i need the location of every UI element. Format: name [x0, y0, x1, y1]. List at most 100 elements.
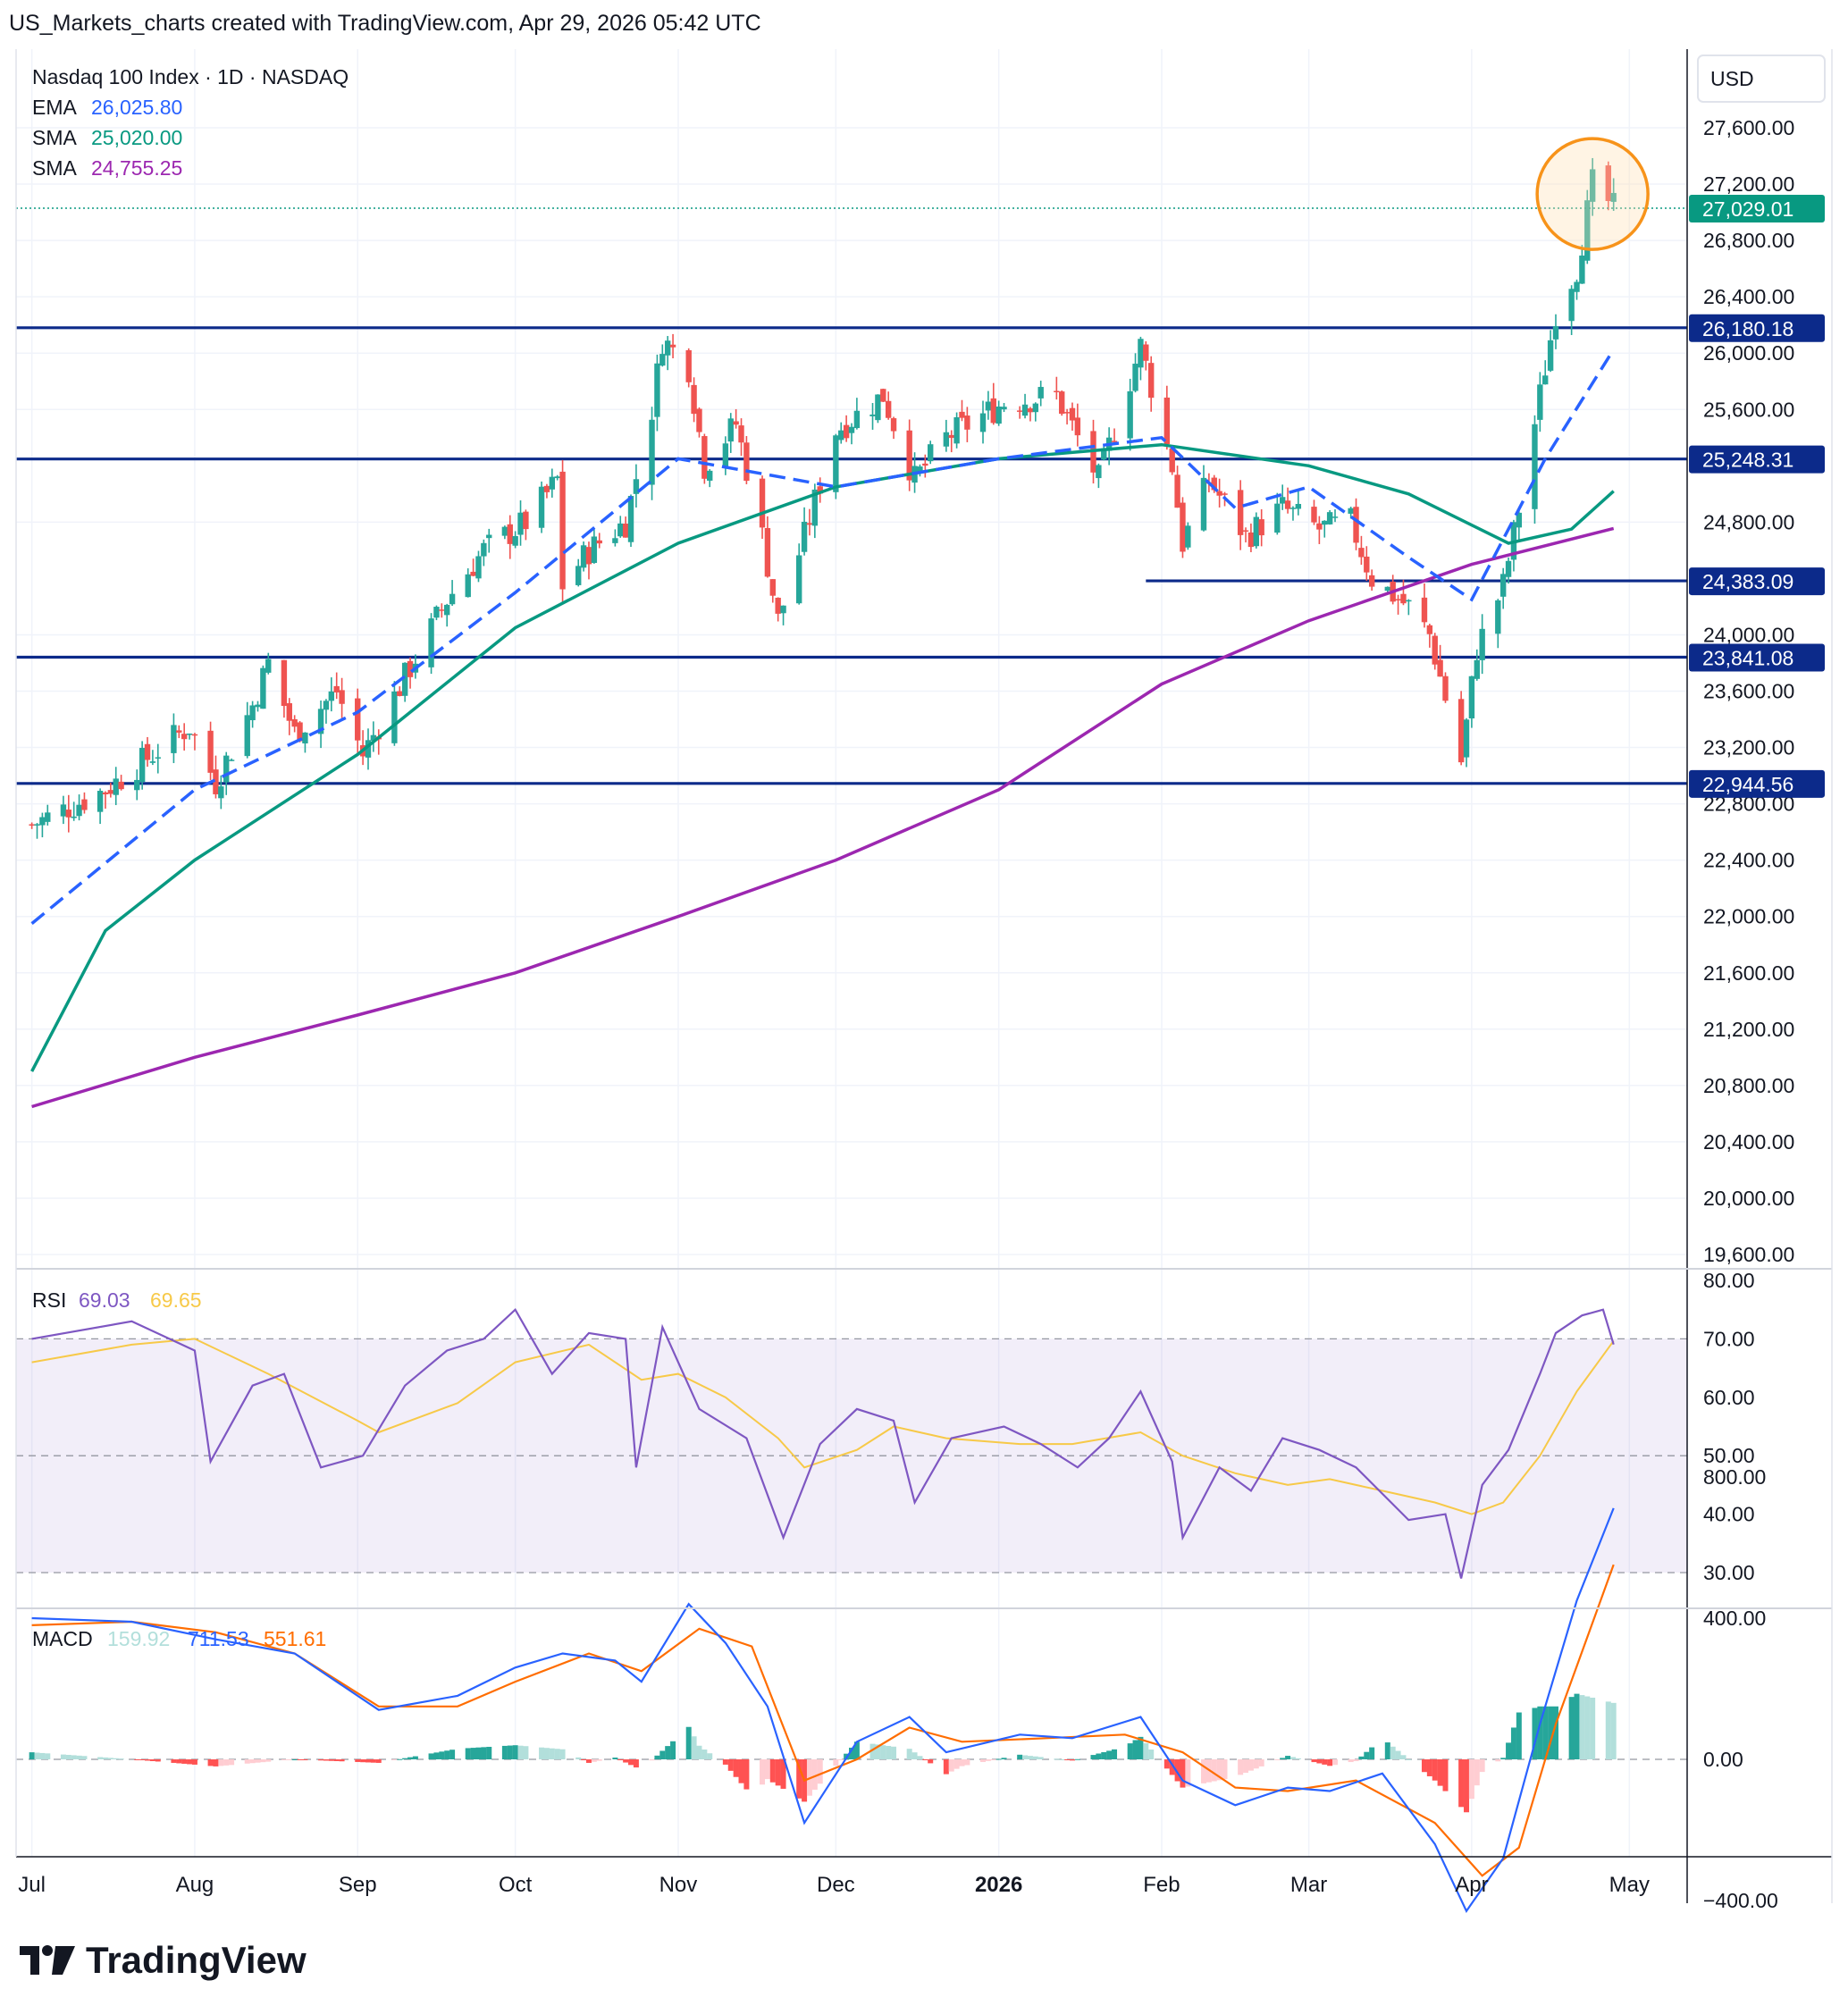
macd-bar-114: [869, 1743, 876, 1759]
sma-50-line: [30, 442, 1615, 1072]
price-tick-17: 20,000.00: [1703, 1187, 1794, 1210]
sma-200-line: [31, 526, 1615, 1109]
candle-body: [1426, 625, 1433, 634]
candle-body: [302, 732, 308, 744]
candle-68: [523, 509, 529, 541]
candle-body: [1610, 192, 1617, 202]
macd-bar-107: [811, 1759, 818, 1790]
candle-body: [722, 443, 729, 467]
candle-body: [244, 715, 250, 757]
candle-6: [71, 801, 77, 821]
macd-bar-176: [1322, 1759, 1328, 1765]
price-pane[interactable]: [16, 137, 1687, 1109]
candle-body: [465, 574, 471, 598]
candle-35: [286, 698, 292, 735]
candle-body: [1368, 575, 1375, 587]
macd-bar-185: [1390, 1746, 1396, 1759]
candle-110: [838, 422, 844, 444]
candle-body: [1138, 339, 1144, 368]
candle-212: [1584, 189, 1591, 264]
currency-button[interactable]: USD: [1697, 55, 1826, 103]
candle-body: [1169, 448, 1175, 473]
candle-7: [76, 794, 82, 821]
candle-body: [323, 701, 330, 710]
candle-72: [554, 474, 560, 481]
macd-bar-45: [360, 1759, 366, 1763]
macd-pane[interactable]: [16, 1507, 1687, 1913]
candle-body: [622, 524, 629, 538]
candle-body: [1111, 441, 1118, 442]
macd-bar-56: [439, 1751, 445, 1759]
price-tick-5: 25,600.00: [1703, 398, 1794, 421]
candle-121: [917, 464, 923, 477]
candle-body: [39, 817, 46, 826]
signal-value: 551.61: [264, 1627, 326, 1650]
macd-bar-110: [838, 1759, 844, 1760]
macd-histogram-value: 159.92: [107, 1627, 170, 1650]
candle-48: [375, 729, 382, 755]
price-tick-13: 21,600.00: [1703, 961, 1794, 985]
candle-191: [1432, 633, 1438, 670]
candle-65: [507, 515, 513, 559]
candle-3: [45, 804, 51, 826]
rsi-pane[interactable]: [16, 1307, 1687, 1579]
candle-body: [843, 424, 850, 439]
candle-body: [291, 718, 298, 727]
candle-134: [1016, 406, 1023, 419]
macd-bar-198: [1479, 1759, 1485, 1773]
candle-body: [953, 417, 960, 444]
macd-bar-104: [796, 1759, 802, 1799]
candle-145: [1096, 463, 1102, 489]
candle-167: [1253, 512, 1259, 549]
macd-bar-206: [1542, 1706, 1549, 1759]
macd-bar-136: [1027, 1756, 1033, 1759]
macd-bar-82: [628, 1759, 634, 1766]
candle-47: [370, 721, 377, 752]
candle-195: [1463, 717, 1470, 768]
candle-57: [444, 603, 450, 627]
macd-bar-158: [1185, 1759, 1191, 1787]
candle-body: [1400, 593, 1407, 604]
macd-bar-165: [1243, 1759, 1249, 1774]
candle-128: [964, 407, 970, 442]
macd-bar-25: [213, 1759, 219, 1766]
macd-bar-11: [107, 1758, 113, 1759]
macd-bar-9: [97, 1757, 104, 1759]
candle-body: [1132, 364, 1138, 391]
candle-10: [102, 791, 109, 810]
price-tick-3: 26,400.00: [1703, 285, 1794, 308]
candle-body: [523, 511, 529, 530]
macd-bar-30: [249, 1759, 256, 1764]
candle-129: [979, 400, 987, 444]
candle-89: [685, 348, 692, 388]
candle-body: [833, 435, 839, 492]
candle-body: [1069, 407, 1076, 421]
candle-63: [486, 528, 492, 553]
macd-bar-146: [1101, 1751, 1107, 1759]
candle-body: [249, 705, 256, 721]
macd-bar-177: [1327, 1759, 1333, 1766]
macd-bar-87: [665, 1746, 671, 1759]
candle-body: [612, 538, 618, 543]
candle-body: [906, 430, 912, 481]
macd-bar-26: [218, 1759, 224, 1766]
macd-bar-140: [1059, 1759, 1065, 1760]
candle-73: [559, 459, 566, 604]
candle-body: [691, 384, 697, 415]
macd-value: 711.53: [188, 1627, 249, 1650]
candle-36: [291, 715, 298, 733]
macd-bar-116: [880, 1745, 886, 1759]
legend-ema-label: EMA: [32, 96, 78, 119]
candle-119: [906, 419, 912, 491]
candle-172: [1289, 506, 1297, 521]
candle-189: [1421, 583, 1428, 628]
candle-body: [255, 704, 261, 708]
candle-20: [176, 725, 182, 739]
candle-body: [1348, 508, 1354, 514]
rsi-tick-2: 60.00: [1703, 1386, 1755, 1409]
candle-91: [696, 407, 702, 438]
candle-body: [890, 418, 897, 432]
macd-bar-143: [1074, 1758, 1080, 1760]
macd-bar-75: [581, 1759, 587, 1760]
